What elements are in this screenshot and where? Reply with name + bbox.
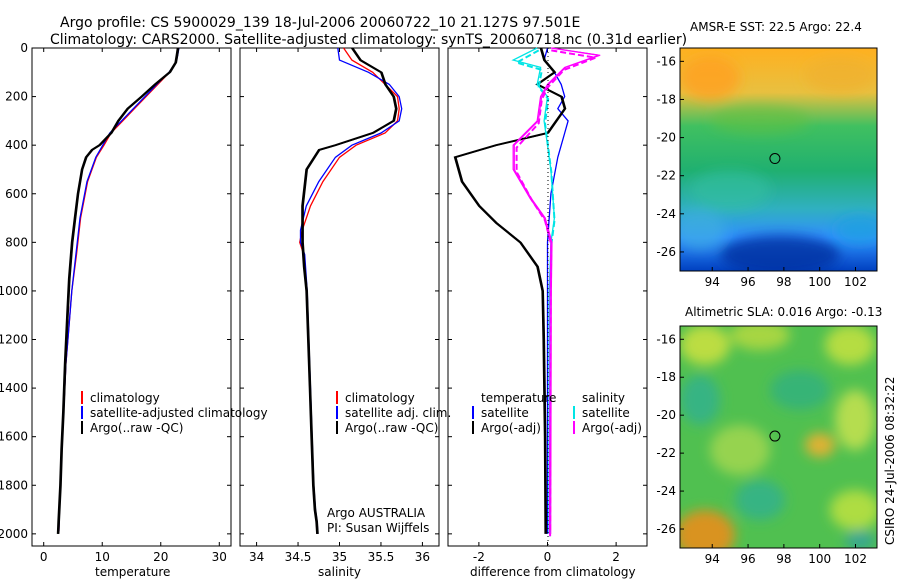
difference-xlabel: difference from climatology [470,565,636,579]
temperature-series [56,47,180,534]
legend-label: climatology [90,391,160,405]
map-x-tick-label: 102 [844,275,867,289]
legend-label: satellite [481,406,529,420]
y-tick-label: 600 [5,187,28,201]
map-y-tick-label: -26 [656,245,676,259]
legend-label: climatology [345,391,415,405]
legend-label: Argo(-adj) [582,421,642,435]
figure-title-line2: Climatology: CARS2000. Satellite-adjuste… [50,32,687,48]
map-x-tick-label: 94 [705,275,720,289]
x-tick-label: 36 [415,550,430,564]
map-y-tick-label: -24 [656,207,676,221]
map-y-tick-label: -20 [656,131,676,145]
map-y-tick-label: -26 [656,522,676,536]
temperature-legend: climatology satellite-adjusted climatolo… [81,391,268,435]
y-tick-label: 400 [5,138,28,152]
series-line-argo-adjusted [455,47,567,534]
salinity-ticks: 34 34.5 35 35.5 36 [240,47,439,564]
x-tick-label: 2 [612,550,620,564]
series-line-climatology [299,47,400,534]
legend-heading-salinity: salinity [582,391,625,405]
salinity-xlabel: salinity [318,565,361,579]
salinity-axes [239,47,440,547]
salinity-legend: climatology satellite adj. clim. Argo(..… [336,391,451,435]
y-tick-label: 1200 [0,333,28,347]
map-y-tick-label: -22 [656,446,676,460]
temperature-ticks: 0 200 400 600 800 1000 1200 1400 1600 1800 2000 0 10… [0,41,231,564]
map-x-tick-label: 96 [740,552,755,566]
x-tick-label: 35.5 [368,550,395,564]
x-tick-label: 20 [153,550,168,564]
map-x-tick-label: 102 [844,552,867,566]
credit-line1: Argo AUSTRALIA [327,506,426,520]
y-tick-label: 1800 [0,478,28,492]
y-tick-label: 1400 [0,381,28,395]
series-line-temperature-argo-adj- [453,47,566,534]
sla-map-title: Altimetric SLA: 0.016 Argo: -0.13 [685,305,882,319]
map-y-tick-label: -22 [656,169,676,183]
sla-heatmap [680,326,877,548]
map-x-tick-label: 100 [808,552,831,566]
side-timestamp: CSIRO 24-Jul-2006 08:32:22 [883,377,897,545]
figure-title-line1: Argo profile: CS 5900029_139 18-Jul-2006… [60,15,580,31]
y-tick-label: 0 [20,41,28,55]
sst-map-frame [679,47,878,272]
legend-label: satellite [582,406,630,420]
series-line-argo-adjusted [302,47,398,534]
difference-ticks: -2 0 2 [448,47,647,564]
sst-map-title: AMSR-E SST: 22.5 Argo: 22.4 [690,20,862,34]
map-y-tick-label: -16 [656,54,676,68]
x-tick-label: 0 [40,550,48,564]
legend-label: satellite-adjusted climatology [90,406,268,420]
salinity-series [299,47,403,534]
series-line-argo-adjusted [58,47,180,534]
map-x-tick-label: 98 [776,552,791,566]
series-line-argo-raw-qc- [56,47,179,534]
map-x-tick-label: 94 [705,552,720,566]
map-y-tick-label: -24 [656,484,676,498]
argo-position-marker [769,153,781,165]
y-tick-label: 1000 [0,284,28,298]
series-line-argo-adjusted [513,47,601,534]
x-tick-label: 30 [212,550,227,564]
map-y-tick-label: -20 [656,408,676,422]
x-tick-label: 10 [95,550,110,564]
sst-map-ticks: 94 96 98 100 102 -16 -18 -20 -22 -24 -26 [656,54,867,289]
argo-position-marker [769,430,781,442]
legend-label: Argo(-adj) [481,421,541,435]
map-x-tick-label: 98 [776,275,791,289]
legend-label: Argo(..raw -QC) [345,421,438,435]
x-tick-label: 0 [544,550,552,564]
y-tick-label: 1600 [0,430,28,444]
y-tick-label: 800 [5,235,28,249]
series-line-satellite-adj-clim- [299,47,403,534]
temperature-xlabel: temperature [95,565,170,579]
x-tick-label: 35 [332,550,347,564]
credit-line2: PI: Susan Wijffels [327,521,429,535]
map-x-tick-label: 100 [808,275,831,289]
map-y-tick-label: -18 [656,370,676,384]
map-x-tick-label: 96 [740,275,755,289]
legend-label: Argo(..raw -QC) [90,421,183,435]
difference-series [453,47,601,537]
series-line-salinity-argo-adj--adj [515,49,600,537]
sst-heatmap [680,48,877,271]
temperature-axes [31,47,232,547]
y-tick-label: 200 [5,90,28,104]
sla-map-frame [679,325,878,549]
series-line-argo-raw-qc- [301,47,397,534]
x-tick-label: 34.5 [285,550,312,564]
sla-map-ticks: 94 96 98 100 102 -16 -18 -20 -22 -24 -26 [656,332,867,566]
x-tick-label: 34 [249,550,264,564]
map-y-tick-label: -16 [656,332,676,346]
x-tick-label: -2 [473,550,485,564]
difference-legend: temperature satellite Argo(-adj) salinit… [472,391,642,435]
legend-heading-temperature: temperature [481,391,556,405]
legend-label: satellite adj. clim. [345,406,451,420]
map-y-tick-label: -18 [656,92,676,106]
y-tick-label: 2000 [0,527,28,541]
